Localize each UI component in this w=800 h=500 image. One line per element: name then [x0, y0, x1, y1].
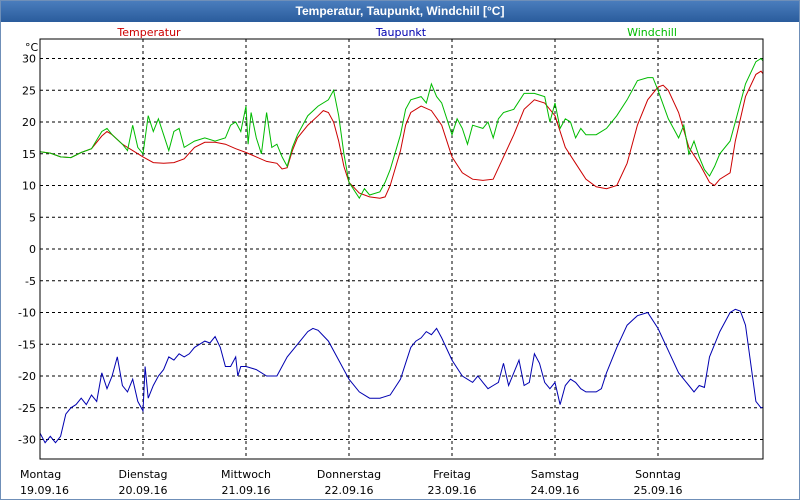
- x-tick-date: 19.09.16: [20, 484, 69, 497]
- plot-frame: [39, 38, 764, 460]
- x-tick-day: Mittwoch: [221, 468, 271, 481]
- x-tick-date: 24.09.16: [531, 484, 580, 497]
- x-tick-day: Montag: [20, 468, 61, 481]
- x-tick-date: 25.09.16: [634, 484, 683, 497]
- x-tick-date: 21.09.16: [222, 484, 271, 497]
- window-title: Temperatur, Taupunkt, Windchill [°C]: [1, 1, 799, 22]
- y-tick-label: 20: [22, 116, 36, 129]
- x-tick-day: Dienstag: [118, 468, 167, 481]
- x-tick-date: 20.09.16: [119, 484, 168, 497]
- legend-windchill: Windchill: [627, 26, 677, 39]
- y-tick-label: -5: [25, 275, 36, 288]
- y-tick-label: -10: [18, 307, 36, 320]
- x-tick-day: Samstag: [531, 468, 579, 481]
- y-tick-label: 25: [22, 84, 36, 97]
- y-tick-label: 30: [22, 53, 36, 66]
- series-line-temperatur: [40, 70, 763, 199]
- y-tick-label: -30: [18, 434, 36, 447]
- x-tick-day: Donnerstag: [317, 468, 381, 481]
- legend-temperatur: Temperatur: [116, 26, 181, 39]
- series-line-windchill: [40, 57, 763, 200]
- series-line-taupunkt: [40, 308, 763, 444]
- y-tick-label: -25: [18, 402, 36, 415]
- grid: [40, 39, 763, 459]
- y-tick-label: -20: [18, 370, 36, 383]
- series-lines: [40, 57, 763, 444]
- x-tick-day: Freitag: [433, 468, 471, 481]
- line-chart: 30 25 20 15 10 5 0 -5 -10 -15 -20 -25 -30 Montag 19.09…: [1, 22, 799, 499]
- legend-taupunkt: Taupunkt: [375, 26, 427, 39]
- y-tick-label: -15: [18, 338, 36, 351]
- chart-background: [1, 22, 799, 499]
- x-tick-day: Sonntag: [635, 468, 681, 481]
- y-tick-label: 15: [22, 148, 36, 161]
- x-tick-date: 22.09.16: [325, 484, 374, 497]
- y-tick-label: 5: [29, 211, 36, 224]
- y-axis-unit: °C: [25, 41, 39, 54]
- y-tick-label: 0: [29, 243, 36, 256]
- x-tick-date: 23.09.16: [428, 484, 477, 497]
- y-tick-label: 10: [22, 180, 36, 193]
- axis-labels: 30 25 20 15 10 5 0 -5 -10 -15 -20 -25 -30 Montag 19.09…: [18, 53, 682, 498]
